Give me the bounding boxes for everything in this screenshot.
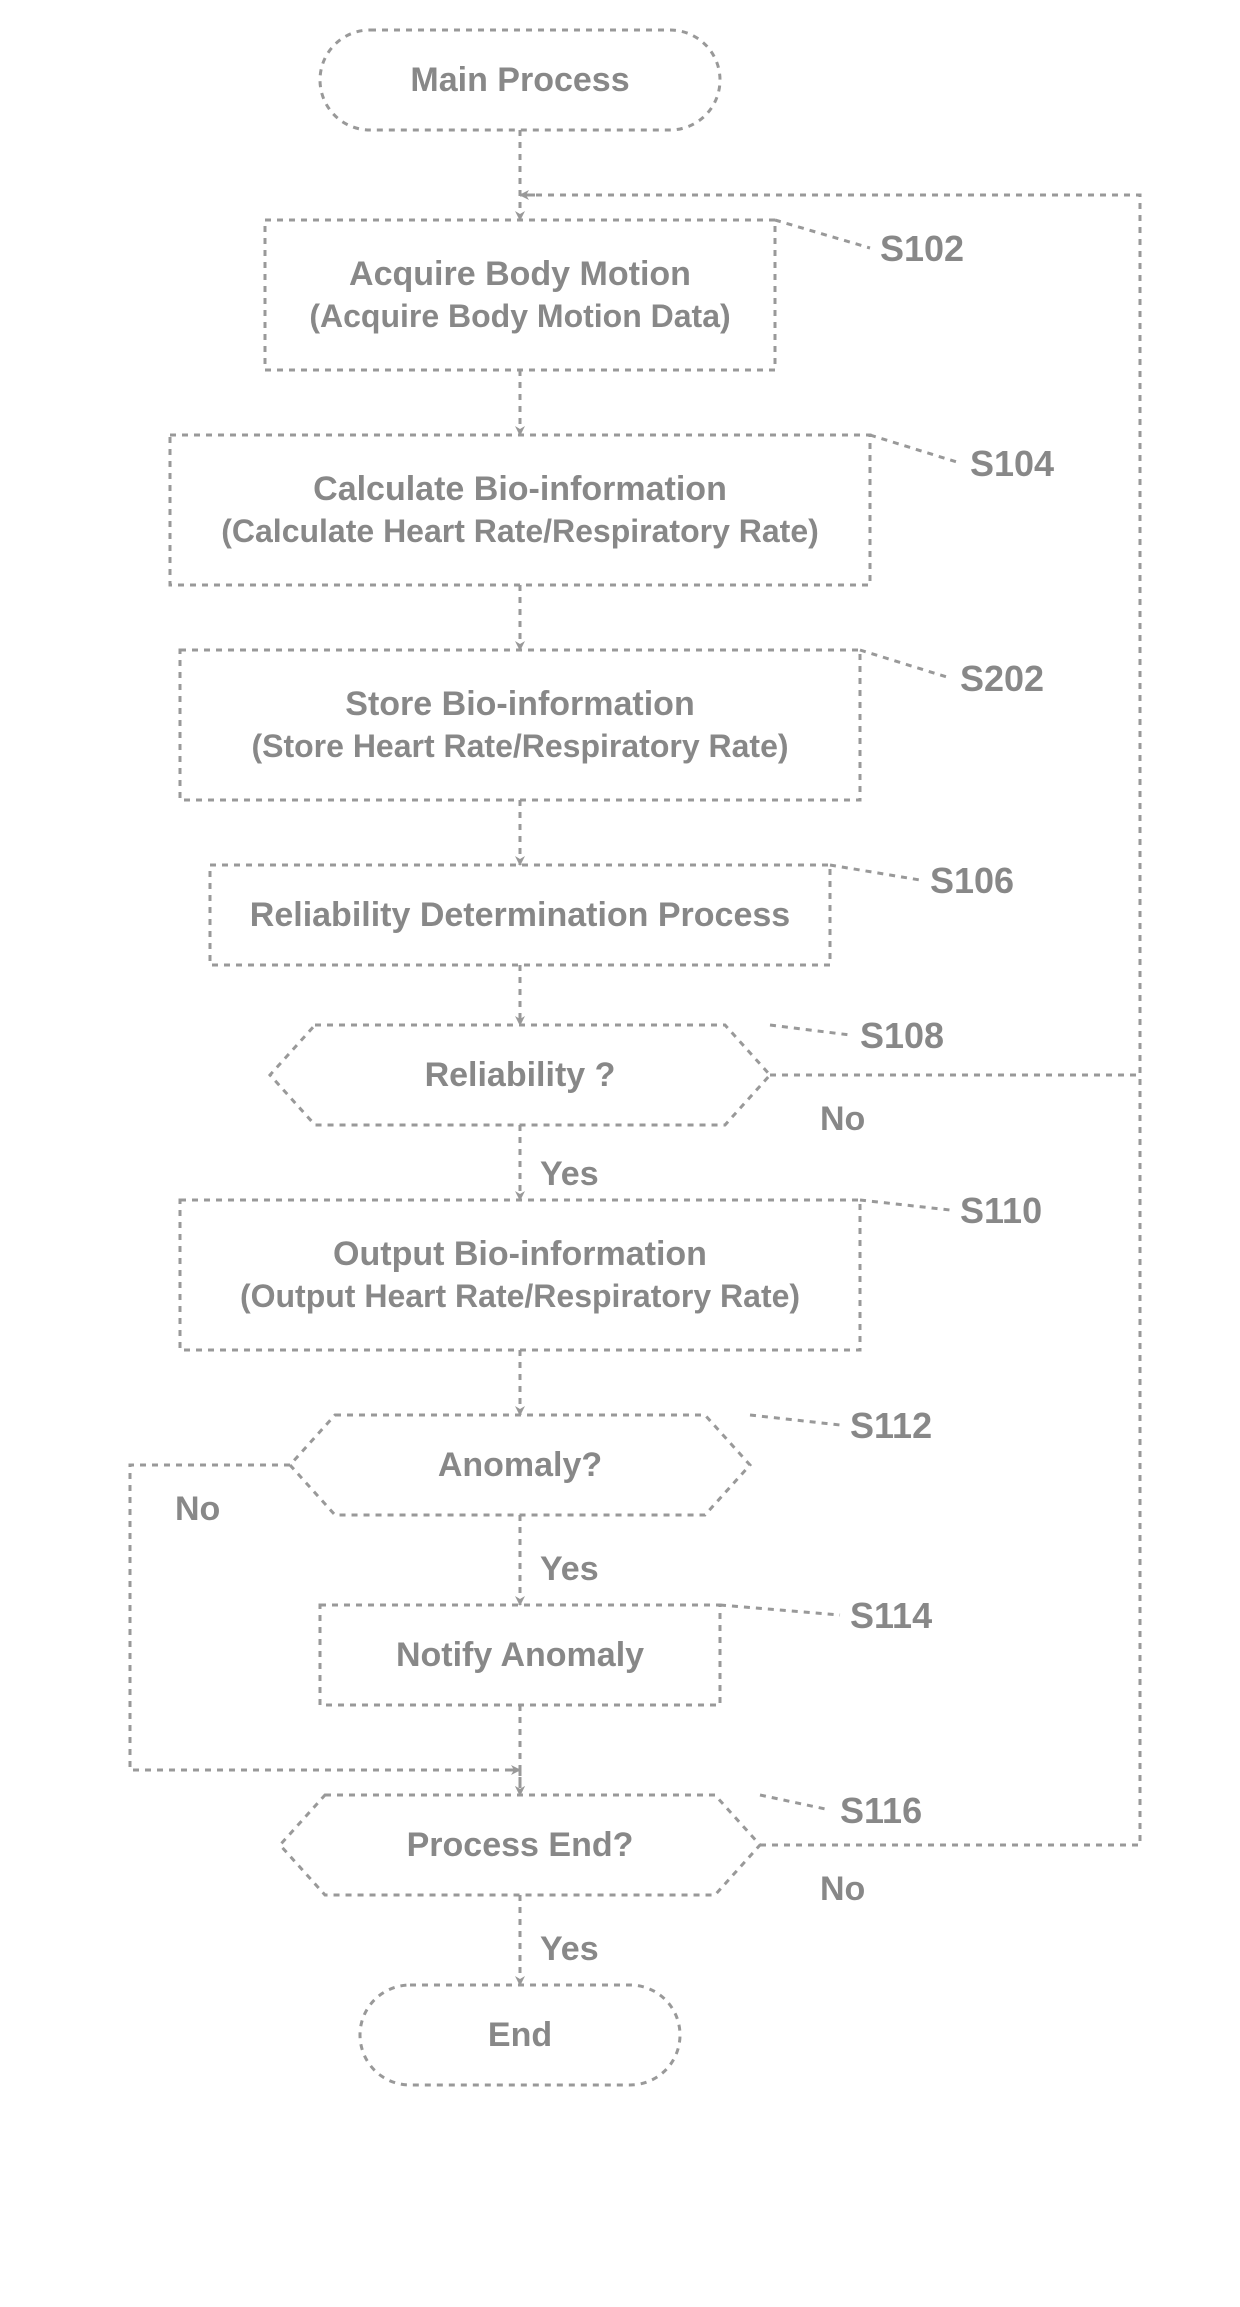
node-s116: Process End? (280, 1795, 760, 1895)
step-id-s114: S114 (850, 1595, 932, 1637)
step-id-s116: S116 (840, 1790, 922, 1832)
node-line1: Reliability Determination Process (250, 893, 790, 937)
node-line1: Notify Anomaly (396, 1633, 644, 1677)
node-s106: Reliability Determination Process (210, 865, 830, 965)
node-line1: Acquire Body Motion (349, 252, 691, 296)
step-id-s108: S108 (860, 1015, 944, 1057)
step-id-s112: S112 (850, 1405, 932, 1447)
node-line1: End (488, 2013, 552, 2057)
node-end: End (360, 1985, 680, 2085)
node-s102: Acquire Body Motion(Acquire Body Motion … (265, 220, 775, 370)
node-s110: Output Bio-information(Output Heart Rate… (180, 1200, 860, 1350)
node-s114: Notify Anomaly (320, 1605, 720, 1705)
node-line2: (Output Heart Rate/Respiratory Rate) (240, 1276, 800, 1318)
step-id-s104: S104 (970, 443, 1054, 485)
step-id-s202: S202 (960, 658, 1044, 700)
node-start: Main Process (320, 30, 720, 130)
node-line1: Main Process (410, 58, 629, 102)
step-id-s110: S110 (960, 1190, 1042, 1232)
node-line1: Reliability ? (425, 1053, 616, 1097)
branch-no: No (175, 1490, 220, 1529)
node-s108: Reliability ? (270, 1025, 770, 1125)
node-s104: Calculate Bio-information(Calculate Hear… (170, 435, 870, 585)
node-line1: Anomaly? (438, 1443, 602, 1487)
step-id-s106: S106 (930, 860, 1014, 902)
branch-no: No (820, 1870, 865, 1909)
node-line1: Store Bio-information (345, 682, 694, 726)
branch-yes: Yes (540, 1930, 599, 1969)
node-line2: (Calculate Heart Rate/Respiratory Rate) (221, 511, 819, 553)
node-line1: Output Bio-information (333, 1232, 707, 1276)
branch-no: No (820, 1100, 865, 1139)
step-id-s102: S102 (880, 228, 964, 270)
node-line1: Process End? (407, 1823, 634, 1867)
branch-yes: Yes (540, 1155, 599, 1194)
node-line2: (Store Heart Rate/Respiratory Rate) (251, 726, 788, 768)
node-s112: Anomaly? (290, 1415, 750, 1515)
node-line2: (Acquire Body Motion Data) (309, 296, 730, 338)
node-s202: Store Bio-information(Store Heart Rate/R… (180, 650, 860, 800)
node-line1: Calculate Bio-information (313, 467, 727, 511)
branch-yes: Yes (540, 1550, 599, 1589)
